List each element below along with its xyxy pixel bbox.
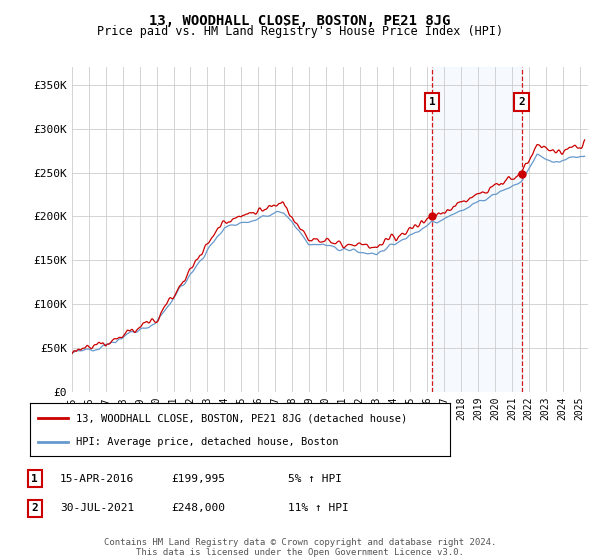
Text: 13, WOODHALL CLOSE, BOSTON, PE21 8JG (detached house): 13, WOODHALL CLOSE, BOSTON, PE21 8JG (de… xyxy=(76,413,407,423)
Text: HPI: Average price, detached house, Boston: HPI: Average price, detached house, Bost… xyxy=(76,436,338,446)
Text: 1: 1 xyxy=(31,474,38,484)
Text: Contains HM Land Registry data © Crown copyright and database right 2024.
This d: Contains HM Land Registry data © Crown c… xyxy=(104,538,496,557)
Text: £248,000: £248,000 xyxy=(171,503,225,514)
Text: 5% ↑ HPI: 5% ↑ HPI xyxy=(288,474,342,484)
Text: 11% ↑ HPI: 11% ↑ HPI xyxy=(288,503,349,514)
Text: 1: 1 xyxy=(429,97,436,108)
Text: 2: 2 xyxy=(31,503,38,514)
Text: £199,995: £199,995 xyxy=(171,474,225,484)
Text: 30-JUL-2021: 30-JUL-2021 xyxy=(60,503,134,514)
Text: Price paid vs. HM Land Registry's House Price Index (HPI): Price paid vs. HM Land Registry's House … xyxy=(97,25,503,38)
Text: 13, WOODHALL CLOSE, BOSTON, PE21 8JG: 13, WOODHALL CLOSE, BOSTON, PE21 8JG xyxy=(149,14,451,28)
Bar xyxy=(432,67,521,392)
Text: 2: 2 xyxy=(518,97,525,108)
Text: 15-APR-2016: 15-APR-2016 xyxy=(60,474,134,484)
